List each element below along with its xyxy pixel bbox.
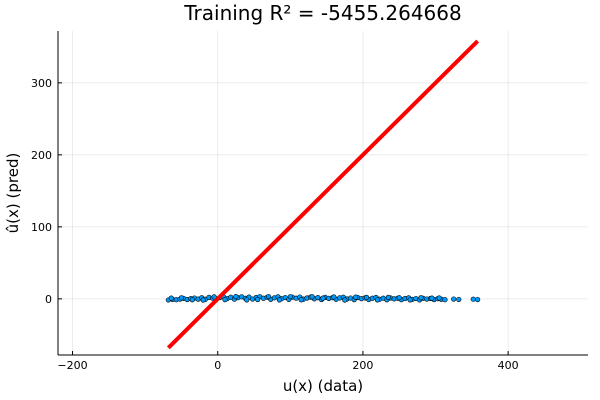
plot-area	[165, 39, 481, 350]
scatter-point	[456, 296, 462, 303]
tick-labels: −200 0 200 400 0 100 200 300	[31, 77, 519, 372]
chart-title: Training R² = -5455.264668	[183, 1, 461, 25]
scatter-point	[189, 297, 195, 303]
y-tick-label: 100	[31, 221, 52, 234]
x-tick-label: 400	[498, 359, 519, 372]
x-tick-label: −200	[57, 359, 87, 372]
scatter-point	[287, 294, 293, 300]
scatter-point	[353, 294, 359, 300]
x-axis-label: u(x) (data)	[283, 377, 363, 395]
scatter-point	[475, 296, 481, 303]
scatter-point	[298, 297, 304, 303]
scatter-point	[178, 295, 185, 301]
x-tick-label: 0	[214, 359, 221, 372]
x-tick-label: 200	[352, 359, 373, 372]
scatter-point	[168, 295, 174, 301]
scatter-point	[385, 294, 391, 301]
scatter-point	[255, 296, 261, 303]
scatter-point	[265, 293, 272, 300]
y-axis-label: û(x) (pred)	[4, 153, 22, 234]
scatter-point	[233, 294, 239, 300]
scatter-point	[418, 295, 424, 301]
scatter-point	[407, 297, 413, 303]
y-tick-label: 0	[45, 293, 52, 306]
y-tick-label: 300	[31, 77, 52, 90]
scatter-point	[200, 297, 206, 303]
scatter-point	[331, 294, 337, 300]
axes	[57, 31, 588, 356]
scatter-point	[363, 294, 370, 300]
scatter-point	[470, 296, 476, 302]
scatter-point	[320, 295, 326, 301]
fit-line	[166, 39, 480, 350]
scatter-point	[442, 297, 448, 303]
scatter-point	[244, 297, 250, 303]
scatter-point	[342, 297, 348, 303]
scatter-point	[436, 295, 442, 301]
scatter-point	[429, 295, 435, 301]
scatter-point	[451, 296, 457, 302]
scatter-point	[374, 297, 381, 303]
scatter-point	[222, 297, 228, 303]
y-tick-label: 200	[31, 149, 52, 162]
scatter-point	[276, 297, 283, 303]
scatter-point	[211, 294, 217, 300]
scatter-point	[396, 295, 402, 301]
scatter-point	[309, 294, 315, 300]
